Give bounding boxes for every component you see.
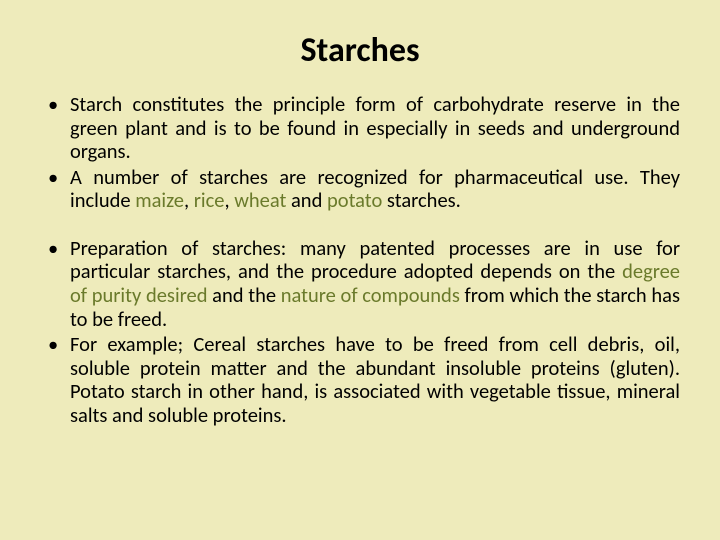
body-text: For example; Cereal starches have to be … — [70, 331, 680, 428]
body-text: Starch constitutes the principle form of… — [70, 91, 680, 164]
bullet-item: For example; Cereal starches have to be … — [40, 333, 680, 427]
slide-title: Starches — [40, 30, 680, 71]
body-text: starches. — [382, 187, 461, 213]
body-text: and — [286, 187, 327, 213]
highlighted-text: wheat — [234, 187, 286, 213]
bullet-block-1: Starch constitutes the principle form of… — [40, 93, 680, 213]
body-text: and the — [212, 282, 281, 308]
body-text: , — [224, 187, 234, 213]
bullet-item: A number of starches are recognized for … — [40, 166, 680, 213]
bullet-item: Starch constitutes the principle form of… — [40, 93, 680, 164]
body-text: Preparation of starches: many patented p… — [70, 235, 680, 285]
highlighted-text: nature of compounds — [281, 282, 465, 308]
highlighted-text: potato — [327, 187, 382, 213]
bullet-block-2: Preparation of starches: many patented p… — [40, 237, 680, 428]
highlighted-text: rice — [194, 187, 225, 213]
body-text: , — [184, 187, 194, 213]
block-gap — [40, 215, 680, 237]
bullet-item: Preparation of starches: many patented p… — [40, 237, 680, 331]
highlighted-text: maize — [135, 187, 184, 213]
